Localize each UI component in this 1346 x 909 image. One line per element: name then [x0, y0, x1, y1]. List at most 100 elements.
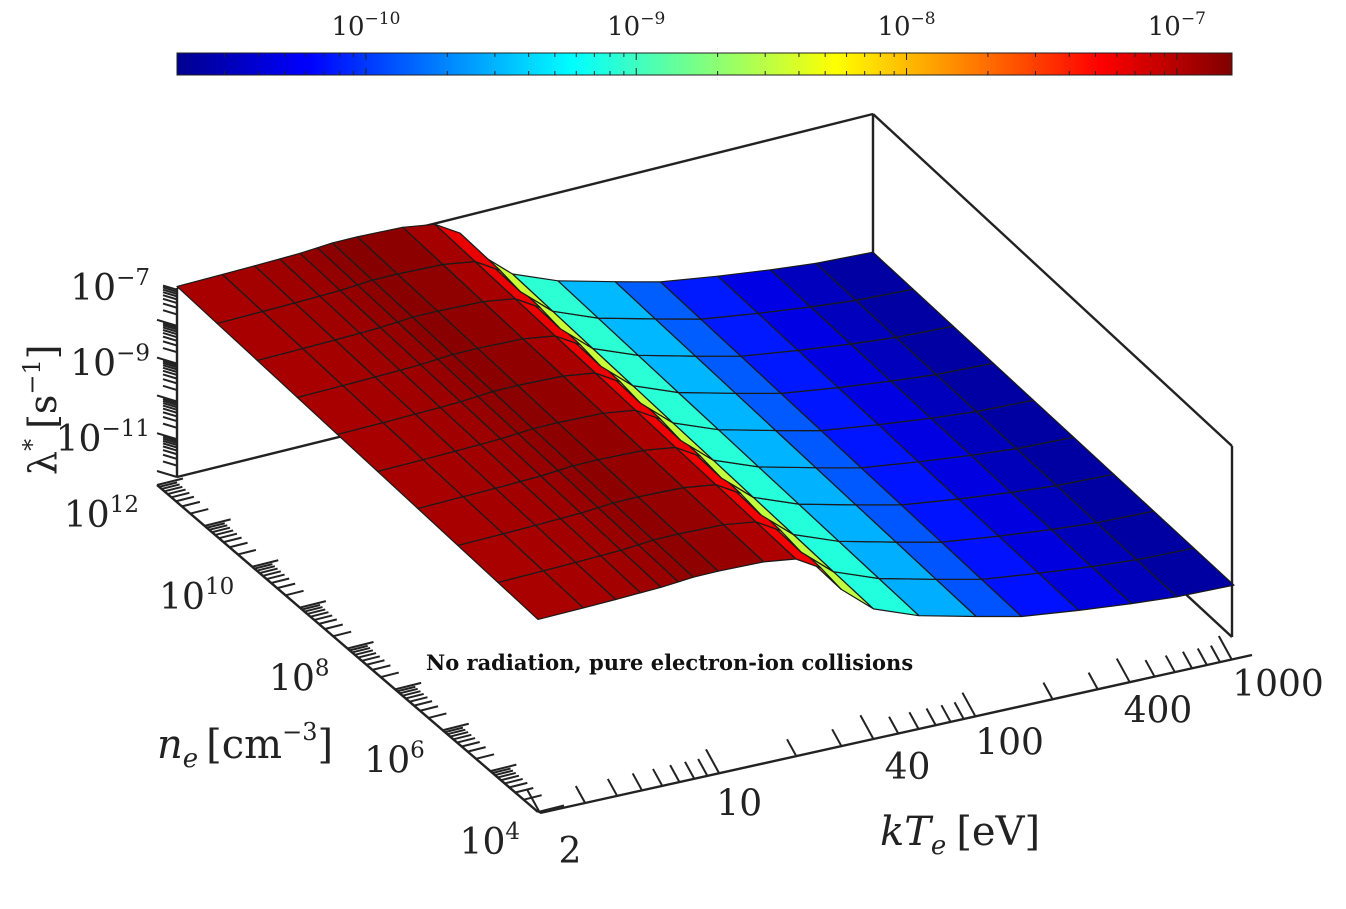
lambda-tick: [162, 286, 178, 293]
kte-tick: [669, 764, 681, 783]
lambda-tick: [162, 402, 178, 409]
lambda-tick: [162, 437, 178, 444]
lambda-tick: [162, 326, 178, 333]
lambda-tick: [162, 340, 178, 347]
ne-tick: [171, 491, 190, 499]
ne-tick: [307, 608, 326, 615]
lambda-tick: [162, 291, 178, 298]
lambda-tick: [162, 449, 178, 456]
kte-tick: [908, 711, 920, 730]
ne-tick: [175, 495, 195, 503]
kte-axis-ticks: [525, 635, 1233, 814]
ne-tick: [354, 649, 374, 656]
lambda-tick: [162, 369, 178, 376]
ne-tick: [419, 705, 439, 712]
ne-tick: [361, 655, 381, 662]
lambda-tick: [162, 294, 178, 301]
ne-tick: [158, 481, 178, 488]
ne-tick: [453, 733, 472, 741]
ne-tick: [357, 652, 377, 659]
ne-tick: [497, 771, 516, 779]
ne-tick: [324, 623, 344, 630]
kte-tick-label: 1000: [1232, 664, 1324, 705]
colorbar-ticks: [176, 53, 1178, 75]
lambda-tick: [162, 373, 178, 380]
lambda-tick: [162, 364, 178, 371]
lambda-tick: [162, 360, 178, 367]
ne-tick: [366, 659, 385, 666]
colorbar-tick-labels: 10−10 10−9 10−8 10−7: [331, 9, 1205, 42]
right-top-edge: [872, 113, 1233, 447]
ne-tick: [256, 565, 276, 572]
ne-tick: [181, 500, 201, 508]
kte-tick: [786, 738, 798, 757]
ne-tick: [223, 536, 242, 544]
kte-tick-label: 100: [975, 723, 1044, 764]
kte-tick: [961, 692, 977, 718]
kte-tick: [684, 761, 696, 780]
kte-tick-label: 2: [559, 831, 582, 872]
ne-axis-ticks: [156, 477, 565, 813]
ne-tick: [218, 532, 238, 540]
ne-tick: [492, 767, 511, 774]
lambda-tick: [162, 422, 178, 429]
lambda-tick: [162, 309, 178, 316]
ne-axis-tick-labels: 104 106 108 1010 1012: [64, 492, 520, 863]
kte-tick: [1182, 651, 1194, 670]
ne-tick: [299, 600, 327, 609]
lambda-tick: [162, 416, 178, 423]
ne-tick-label: 108: [269, 656, 329, 700]
ne-tick: [237, 548, 257, 556]
kte-tick: [525, 788, 541, 814]
lambda-tick: [162, 297, 178, 304]
kte-tick: [831, 728, 843, 747]
ne-tick: [285, 589, 304, 597]
surface-plot: [176, 223, 1235, 621]
colorbar-tick-label: 10−7: [1148, 9, 1206, 42]
kte-tick: [859, 714, 875, 740]
ne-tick: [229, 541, 248, 549]
lambda-tick: [162, 284, 178, 291]
ne-tick: [266, 573, 285, 581]
ne-tick: [161, 483, 180, 490]
lambda-tick-label: 10−7: [70, 265, 150, 309]
kte-tick: [925, 707, 937, 726]
ne-tick: [276, 582, 296, 590]
ne-tick: [500, 774, 520, 782]
lambda-tick: [162, 302, 178, 309]
ne-tick: [214, 529, 234, 536]
surface-patch: [176, 273, 264, 324]
ne-tick: [405, 692, 424, 700]
lambda-tick: [162, 288, 178, 295]
lambda-tick: [162, 378, 178, 385]
ne-tick: [372, 664, 391, 671]
lambda-axis-ticks: [156, 284, 178, 478]
ne-tick: [252, 559, 279, 568]
ne-tick: [332, 630, 352, 638]
ne-tick: [413, 700, 433, 707]
ne-tick: [449, 731, 469, 738]
kte-tick: [606, 778, 619, 797]
lambda-axis-title: λ*[s−1]: [18, 344, 65, 475]
ne-tick: [456, 737, 476, 744]
kte-tick: [953, 701, 965, 720]
lambda-tick: [156, 470, 178, 478]
ne-tick: [442, 722, 469, 732]
ne-tick: [347, 641, 374, 650]
ne-tick: [537, 804, 565, 813]
kte-tick: [1087, 672, 1099, 691]
colorbar-tick-label: 10−8: [877, 9, 935, 42]
ne-tick: [397, 685, 416, 693]
kte-tick-label: 400: [1124, 691, 1193, 732]
lambda-tick: [162, 322, 178, 329]
ne-tick: [190, 508, 209, 515]
kte-tick: [652, 768, 664, 787]
lambda-tick: [162, 435, 178, 442]
kte-axis-title: kTe [eV]: [880, 809, 1040, 861]
ne-tick: [211, 526, 231, 534]
kte-tick: [888, 716, 900, 735]
ne-tick: [270, 577, 290, 584]
lambda-tick: [162, 362, 178, 369]
kte-tick: [1144, 659, 1156, 678]
